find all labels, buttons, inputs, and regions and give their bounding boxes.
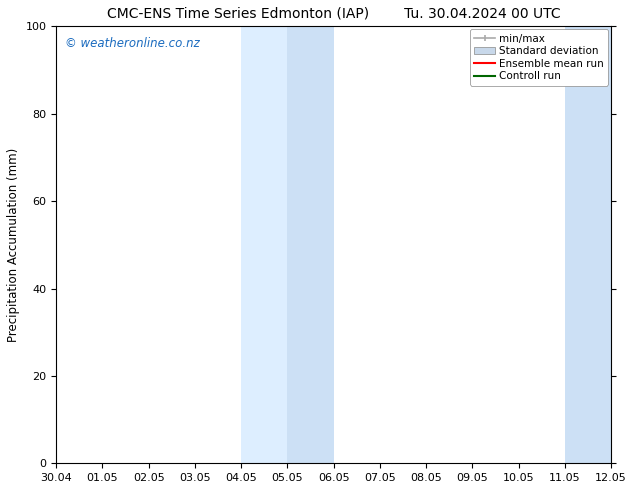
Title: CMC-ENS Time Series Edmonton (IAP)        Tu. 30.04.2024 00 UTC: CMC-ENS Time Series Edmonton (IAP) Tu. 3… bbox=[107, 7, 560, 21]
Text: © weatheronline.co.nz: © weatheronline.co.nz bbox=[65, 37, 199, 50]
Bar bbox=[287, 26, 333, 464]
Y-axis label: Precipitation Accumulation (mm): Precipitation Accumulation (mm) bbox=[7, 147, 20, 342]
Bar bbox=[241, 26, 287, 464]
Legend: min/max, Standard deviation, Ensemble mean run, Controll run: min/max, Standard deviation, Ensemble me… bbox=[470, 29, 608, 86]
Bar bbox=[565, 26, 611, 464]
